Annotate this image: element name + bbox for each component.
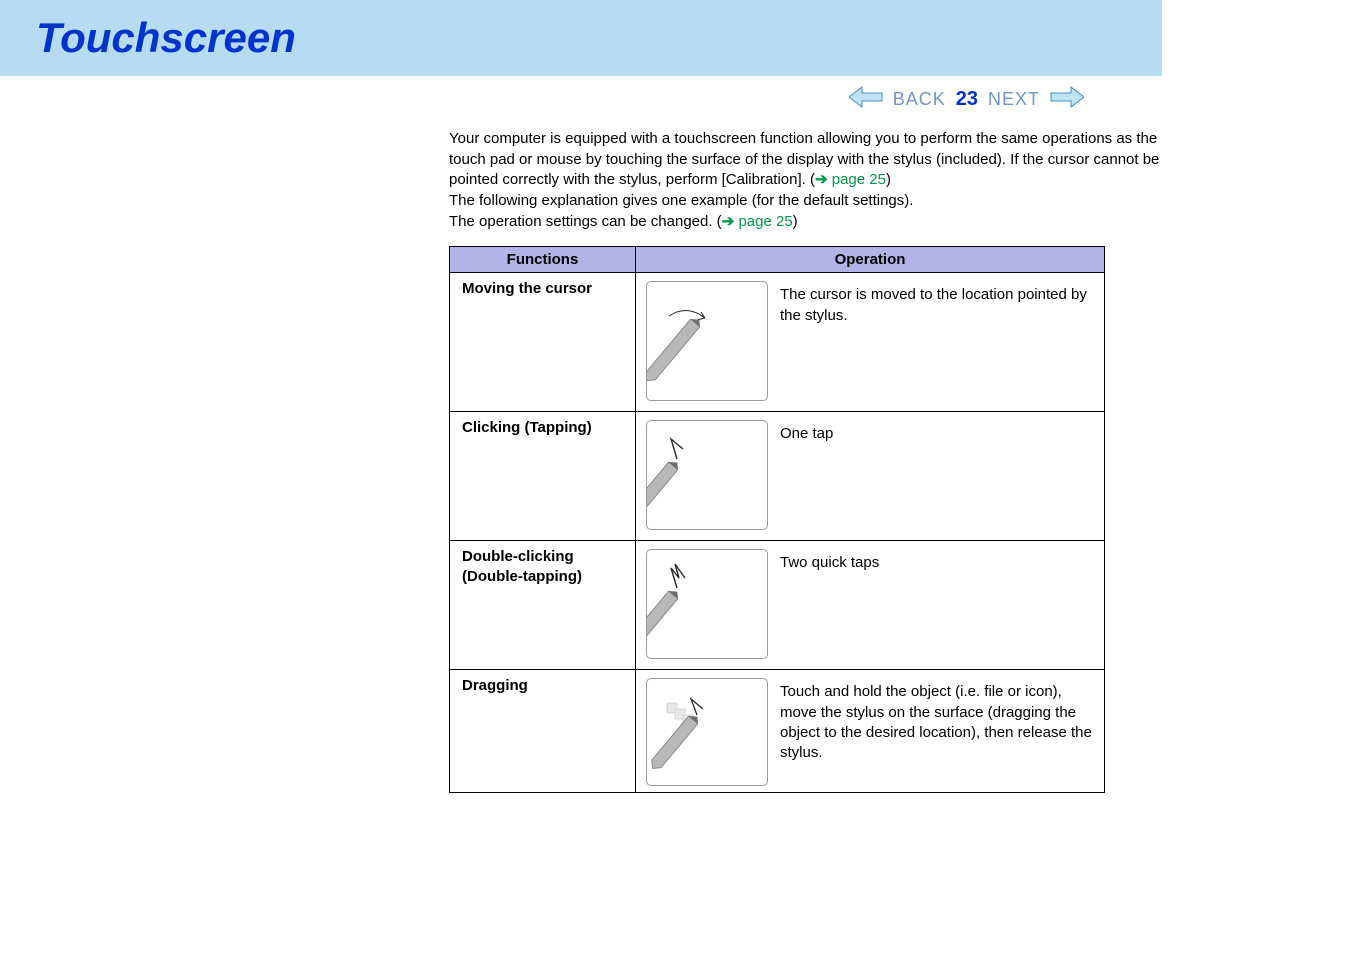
intro-p1b: ) <box>886 171 891 188</box>
functions-table: Functions Operation Moving the cursor <box>449 246 1105 793</box>
func-label: Moving the cursor <box>450 273 635 305</box>
intro-p1a: Your computer is equipped with a touchsc… <box>449 130 1159 188</box>
table-row: Double-clicking (Double-tapping) <box>450 541 1105 670</box>
op-desc: Touch and hold the object (i.e. file or … <box>780 678 1094 763</box>
nav-next-link[interactable]: NEXT <box>988 89 1040 110</box>
link-page-25-a[interactable]: page 25 <box>832 171 886 188</box>
nav-row: BACK 23 NEXT <box>0 76 1162 123</box>
nav-page-number: 23 <box>956 88 978 111</box>
func-label: Clicking (Tapping) <box>450 412 635 444</box>
link-arrow-icon: ➔ <box>815 171 832 188</box>
table-row: Clicking (Tapping) <box>450 412 1105 541</box>
intro-p2: The following explanation gives one exam… <box>449 192 913 209</box>
page-title: Touchscreen <box>36 14 1126 62</box>
arrow-next-icon[interactable] <box>1050 86 1084 113</box>
th-functions: Functions <box>450 247 636 273</box>
link-page-25-b[interactable]: page 25 <box>738 213 792 230</box>
nav-back-link[interactable]: BACK <box>893 89 946 110</box>
illus-clicking <box>646 420 768 530</box>
illus-move-cursor <box>646 281 768 401</box>
func-label: Dragging <box>450 670 635 702</box>
illus-dragging <box>646 678 768 786</box>
arrow-back-icon[interactable] <box>849 86 883 113</box>
table-row: Moving the cursor <box>450 273 1105 412</box>
func-label: Double-clicking (Double-tapping) <box>450 541 635 592</box>
intro-text: Your computer is equipped with a touchsc… <box>449 129 1169 232</box>
table-row: Dragging <box>450 670 1105 793</box>
intro-p3b: ) <box>793 213 798 230</box>
th-operation: Operation <box>636 247 1105 273</box>
op-desc: The cursor is moved to the location poin… <box>780 281 1094 326</box>
op-desc: Two quick taps <box>780 549 1094 573</box>
banner: Touchscreen <box>0 0 1162 76</box>
content-area: Your computer is equipped with a touchsc… <box>449 129 1169 793</box>
intro-p3a: The operation settings can be changed. ( <box>449 213 722 230</box>
op-desc: One tap <box>780 420 1094 444</box>
link-arrow-icon: ➔ <box>722 213 739 230</box>
illus-double-clicking <box>646 549 768 659</box>
